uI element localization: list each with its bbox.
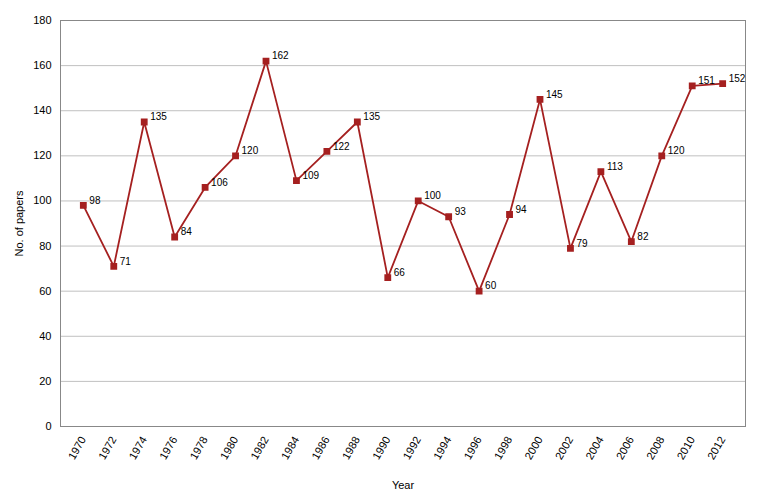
svg-text:1982: 1982 (248, 434, 271, 461)
svg-text:1974: 1974 (126, 434, 149, 461)
svg-text:60: 60 (485, 280, 497, 291)
svg-text:80: 80 (39, 240, 51, 252)
svg-text:79: 79 (576, 238, 588, 249)
svg-text:2012: 2012 (705, 434, 728, 461)
svg-text:71: 71 (120, 256, 132, 267)
svg-text:135: 135 (150, 111, 167, 122)
svg-text:1970: 1970 (65, 434, 88, 461)
svg-text:82: 82 (637, 231, 649, 242)
svg-text:2010: 2010 (674, 434, 697, 461)
svg-text:1992: 1992 (400, 434, 423, 461)
svg-text:66: 66 (394, 267, 406, 278)
svg-text:84: 84 (181, 226, 193, 237)
svg-text:1996: 1996 (461, 434, 484, 461)
svg-text:2000: 2000 (522, 434, 545, 461)
svg-text:1986: 1986 (309, 434, 332, 461)
svg-text:1984: 1984 (279, 434, 302, 461)
svg-text:2006: 2006 (613, 434, 636, 461)
svg-text:Year: Year (392, 479, 415, 491)
svg-text:2004: 2004 (583, 434, 606, 461)
svg-text:1990: 1990 (370, 434, 393, 461)
svg-text:2008: 2008 (644, 434, 667, 461)
svg-text:2002: 2002 (553, 434, 576, 461)
svg-text:109: 109 (302, 170, 319, 181)
svg-text:135: 135 (363, 111, 380, 122)
svg-text:0: 0 (45, 420, 51, 432)
svg-text:20: 20 (39, 375, 51, 387)
svg-text:100: 100 (33, 194, 51, 206)
svg-text:113: 113 (607, 161, 623, 172)
svg-text:1980: 1980 (218, 434, 241, 461)
svg-text:1994: 1994 (431, 434, 454, 461)
svg-text:1978: 1978 (187, 434, 210, 461)
svg-text:162: 162 (272, 50, 289, 61)
svg-text:152: 152 (729, 73, 746, 84)
svg-text:94: 94 (516, 204, 528, 215)
svg-text:1998: 1998 (492, 434, 515, 461)
svg-text:40: 40 (39, 330, 51, 342)
svg-text:60: 60 (39, 285, 51, 297)
svg-text:122: 122 (333, 141, 350, 152)
svg-text:120: 120 (33, 149, 51, 161)
svg-text:151: 151 (698, 75, 715, 86)
svg-text:No. of papers: No. of papers (13, 190, 25, 257)
svg-text:180: 180 (33, 14, 51, 26)
svg-text:1972: 1972 (96, 434, 119, 461)
svg-text:160: 160 (33, 59, 51, 71)
svg-text:140: 140 (33, 104, 51, 116)
svg-text:98: 98 (89, 195, 101, 206)
svg-text:1988: 1988 (339, 434, 362, 461)
svg-text:120: 120 (668, 145, 685, 156)
svg-text:93: 93 (455, 206, 467, 217)
svg-text:106: 106 (211, 177, 228, 188)
svg-text:145: 145 (546, 89, 563, 100)
svg-text:100: 100 (424, 190, 441, 201)
svg-text:120: 120 (242, 145, 259, 156)
svg-text:1976: 1976 (157, 434, 180, 461)
